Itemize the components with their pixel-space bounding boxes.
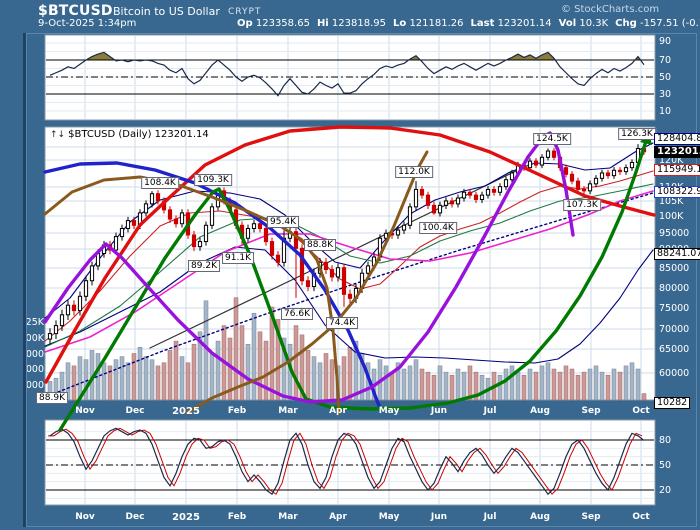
- quote-field-label: Lo: [393, 18, 407, 29]
- price-toggle-arrows-icon[interactable]: ↑↓: [50, 130, 66, 140]
- quote-field-value: 121181.26: [409, 18, 464, 29]
- quote-field-value: 123201.14: [497, 18, 552, 29]
- quote-field-value: 10.3K: [579, 18, 609, 29]
- quote-fields: Op 123358.65 Hi 123818.95 Lo 121181.26 Last…: [230, 18, 700, 29]
- volume-axis-tick: 50000: [27, 364, 44, 375]
- chart-title: ↑↓ $BTCUSD (Daily) 123201.14: [50, 129, 209, 140]
- volume-axis-labels: 125K 100K 75000 50000 25000: [27, 314, 45, 394]
- ticker-exchange: CRYPT: [228, 7, 262, 17]
- quote-field-label: Last: [470, 18, 495, 29]
- volume-axis-tick: 75000: [27, 349, 44, 360]
- quote-datetime: 9-Oct-2025 1:34pm: [38, 18, 137, 29]
- quote-field-value: 123358.65: [255, 18, 310, 29]
- ticker-symbol: $BTCUSD: [38, 3, 113, 19]
- window-frame-edge: [23, 33, 26, 527]
- volume-axis-tick: 125K: [27, 317, 44, 328]
- volume-axis-tick: 100K: [27, 333, 44, 344]
- quote-field-label: Vol: [558, 18, 577, 29]
- chart-title-text: $BTCUSD (Daily) 123201.14: [68, 129, 209, 140]
- volume-axis-tick: 25000: [27, 380, 44, 391]
- stockcharts-link[interactable]: © StockCharts.com: [561, 4, 660, 15]
- ticker-name: Bitcoin to US Dollar: [113, 5, 220, 18]
- quote-field-value: -157.51 (-0.13%): [639, 18, 700, 29]
- quote-field-label: Chg: [615, 18, 637, 29]
- quote-field-value: 123818.95: [331, 18, 386, 29]
- quote-field-label: Op: [237, 18, 253, 29]
- quote-field-label: Hi: [316, 18, 329, 29]
